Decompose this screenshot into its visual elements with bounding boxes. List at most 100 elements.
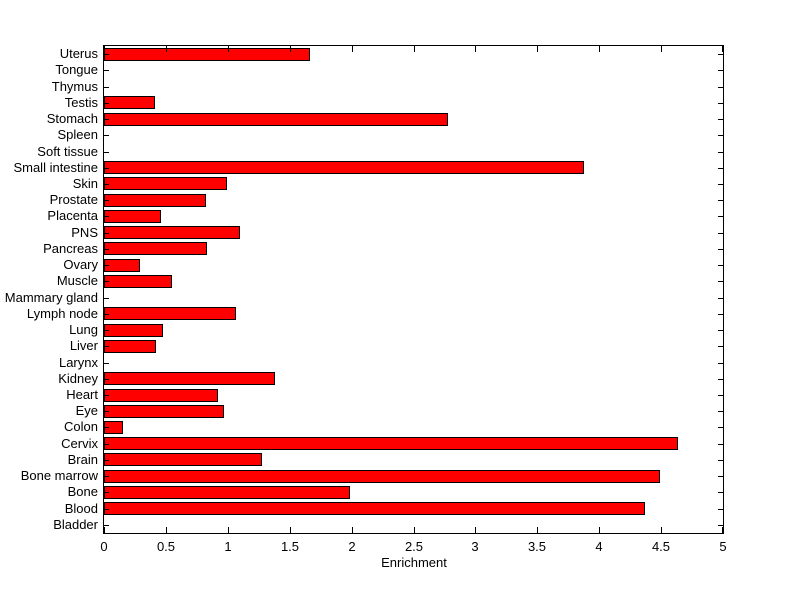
y-tick-label-bone: Bone [67,484,98,499]
x-tick-label-3-5: 3.5 [527,539,547,554]
bar-pancreas [104,242,207,256]
y-tick-label-lymph-node: Lymph node [26,306,98,321]
y-tick-label-ovary: Ovary [63,257,98,272]
y-tick-label-lung: Lung [69,322,98,337]
x-axis-label: Enrichment [381,555,447,570]
y-tick-right [718,281,723,282]
y-tick-right [718,184,723,185]
y-tick-left [104,265,109,266]
y-tick-left [104,395,109,396]
x-tick-bottom [352,527,353,533]
y-tick-label-eye: Eye [75,403,98,418]
y-tick-right [718,233,723,234]
bar-bone-marrow [104,469,660,483]
x-tick-top [290,46,291,52]
x-tick-top [537,46,538,52]
y-tick-left [104,346,109,347]
y-tick-label-skin: Skin [72,176,98,191]
y-tick-label-small-intestine: Small intestine [13,160,98,175]
y-tick-right [718,216,723,217]
y-tick-right [718,298,723,299]
y-tick-right [718,330,723,331]
y-tick-right [718,119,723,120]
y-tick-left [104,216,109,217]
x-tick-label-5: 5 [719,539,727,554]
y-tick-label-kidney: Kidney [58,371,98,386]
y-tick-left [104,314,109,315]
x-tick-bottom [166,527,167,533]
x-tick-bottom [228,527,229,533]
bar-kidney [104,372,275,386]
x-tick-label-2: 2 [348,539,356,554]
y-tick-label-muscle: Muscle [56,273,98,288]
y-tick-left [104,330,109,331]
x-tick-bottom [722,527,723,533]
y-tick-left [104,492,109,493]
y-tick-right [718,525,723,526]
y-tick-left [104,476,109,477]
bar-eye [104,404,224,418]
bar-skin [104,177,227,191]
x-tick-bottom [661,527,662,533]
bar-testis [104,96,155,110]
x-tick-label-4: 4 [595,539,603,554]
y-tick-label-soft-tissue: Soft tissue [37,144,98,159]
y-tick-right [718,265,723,266]
x-tick-label-0-5: 0.5 [156,539,176,554]
y-tick-label-liver: Liver [69,338,98,353]
x-tick-top [722,46,723,52]
y-tick-right [718,509,723,510]
x-tick-label-1-5: 1.5 [280,539,300,554]
y-tick-right [718,460,723,461]
y-tick-right [718,411,723,412]
y-tick-right [718,444,723,445]
y-tick-right [718,168,723,169]
y-tick-right [718,492,723,493]
y-tick-left [104,411,109,412]
y-tick-right [718,314,723,315]
y-tick-left [104,152,109,153]
bar-pns [104,226,240,240]
x-tick-bottom [475,527,476,533]
y-tick-left [104,87,109,88]
bar-ovary [104,258,140,272]
y-tick-label-bladder: Bladder [53,517,98,532]
y-tick-right [718,54,723,55]
x-tick-bottom [599,527,600,533]
x-tick-label-1: 1 [224,539,232,554]
x-tick-bottom [414,527,415,533]
bar-bone [104,485,350,499]
x-tick-label-4-5: 4.5 [651,539,671,554]
y-tick-right [718,200,723,201]
y-tick-left [104,281,109,282]
y-tick-right [718,346,723,347]
y-tick-left [104,379,109,380]
x-tick-bottom [537,527,538,533]
y-tick-label-larynx: Larynx [58,355,98,370]
y-tick-right [718,476,723,477]
y-tick-left [104,460,109,461]
y-tick-right [718,363,723,364]
y-tick-left [104,54,109,55]
bar-lymph-node [104,307,236,321]
y-tick-label-uterus: Uterus [59,46,98,61]
y-tick-left [104,363,109,364]
x-tick-top [352,46,353,52]
bar-placenta [104,209,161,223]
y-tick-label-pns: PNS [71,225,98,240]
y-tick-left [104,249,109,250]
x-tick-top [414,46,415,52]
y-tick-left [104,444,109,445]
y-tick-left [104,70,109,71]
bar-small-intestine [104,161,584,175]
y-tick-label-spleen: Spleen [57,127,98,142]
y-tick-label-tongue: Tongue [55,62,98,77]
y-tick-left [104,168,109,169]
y-tick-right [718,103,723,104]
x-tick-top [661,46,662,52]
x-tick-label-0: 0 [100,539,108,554]
x-tick-bottom [104,527,105,533]
x-tick-top [228,46,229,52]
y-tick-left [104,298,109,299]
y-tick-right [718,135,723,136]
